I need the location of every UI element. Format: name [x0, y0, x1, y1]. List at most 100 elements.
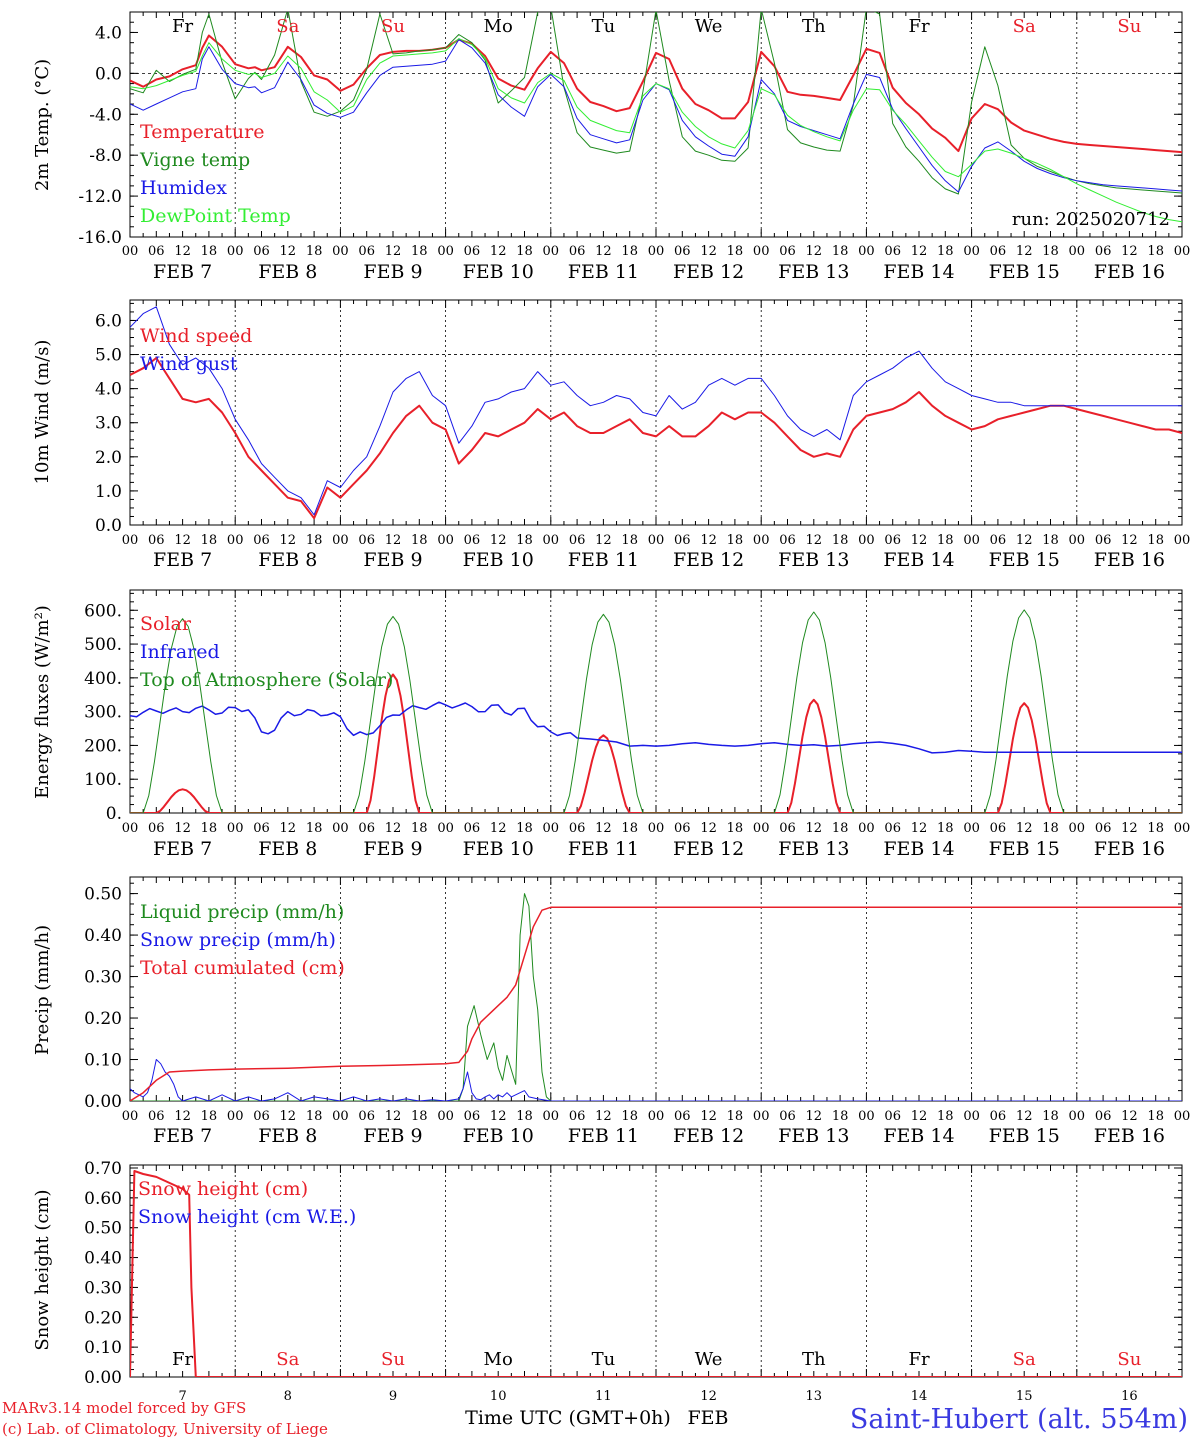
hour-tick-label: 12	[385, 1109, 402, 1124]
credit-line-1: MARv3.14 model forced by GFS	[2, 1399, 246, 1417]
x-axis-month: FEB	[687, 1407, 728, 1429]
date-label: FEB 13	[778, 549, 849, 571]
hour-tick-label: 00	[122, 244, 139, 259]
weekday-label: Mo	[484, 1349, 513, 1370]
hour-tick-label: 12	[1121, 244, 1138, 259]
hour-tick-label: 18	[516, 1109, 533, 1124]
date-label: FEB 13	[778, 261, 849, 283]
hour-tick-label: 06	[674, 244, 691, 259]
hour-tick-label: 06	[358, 1109, 375, 1124]
hour-tick-label: 00	[753, 533, 770, 548]
hour-tick-label: 00	[858, 821, 875, 836]
hour-tick-label: 12	[911, 1109, 928, 1124]
legend-entry: Solar	[140, 613, 192, 635]
hour-tick-label: 00	[227, 1109, 244, 1124]
legend-entry: Snow height (cm W.E.)	[138, 1206, 356, 1228]
hour-tick-label: 00	[437, 1109, 454, 1124]
weekday-label: Th	[802, 1349, 826, 1370]
day-number: 16	[1121, 1389, 1138, 1404]
y-axis-label: Energy fluxes (W/m²)	[32, 605, 53, 799]
hour-tick-label: 00	[648, 244, 665, 259]
y-tick-label: 200.	[84, 736, 122, 756]
weekday-label: Sa	[276, 1349, 299, 1370]
hour-tick-label: 18	[411, 244, 428, 259]
y-tick-label: 0.0	[95, 516, 122, 536]
date-label: FEB 10	[463, 1125, 534, 1147]
hour-tick-label: 00	[543, 244, 560, 259]
hour-tick-label: 18	[937, 533, 954, 548]
hour-tick-label: 00	[648, 821, 665, 836]
series-group	[130, 306, 1182, 520]
legend-entry: Wind gust	[140, 353, 238, 375]
hour-tick-label: 00	[1174, 821, 1191, 836]
legend-entry: Wind speed	[140, 325, 252, 347]
weekday-label: Su	[1117, 1349, 1141, 1370]
hour-tick-label: 06	[990, 1109, 1007, 1124]
hour-tick-label: 18	[832, 1109, 849, 1124]
hour-tick-label: 12	[700, 821, 717, 836]
hour-tick-label: 00	[227, 821, 244, 836]
hour-tick-label: 00	[122, 821, 139, 836]
date-label: FEB 15	[989, 549, 1060, 571]
weekday-label: Su	[381, 16, 405, 37]
hour-tick-label: 06	[569, 821, 586, 836]
date-label: FEB 16	[1094, 549, 1165, 571]
y-tick-label: 0.00	[84, 1368, 122, 1388]
hour-tick-label: 18	[621, 244, 638, 259]
series-line-infrared	[130, 701, 1182, 754]
hour-tick-label: 18	[727, 821, 744, 836]
hour-tick-label: 12	[490, 244, 507, 259]
hour-tick-label: 00	[122, 533, 139, 548]
date-label: FEB 8	[258, 1125, 317, 1147]
hour-tick-label: 06	[358, 821, 375, 836]
date-label: FEB 10	[463, 838, 534, 860]
y-tick-label: 0.0	[95, 64, 122, 84]
hour-tick-label: 12	[595, 533, 612, 548]
hour-tick-label: 00	[753, 1109, 770, 1124]
hour-tick-label: 12	[595, 244, 612, 259]
day-number: 11	[595, 1389, 612, 1404]
y-tick-label: -16.0	[78, 228, 122, 248]
series-line-wind-gust	[130, 306, 1182, 516]
date-label: FEB 11	[568, 1125, 639, 1147]
hour-tick-label: 12	[490, 1109, 507, 1124]
day-number: 14	[911, 1389, 928, 1404]
hour-tick-label: 12	[1016, 1109, 1033, 1124]
hour-tick-label: 06	[148, 244, 165, 259]
y-axis-label: 10m Wind (m/s)	[32, 340, 53, 485]
date-label: FEB 12	[673, 261, 744, 283]
weekday-label: Fr	[172, 16, 193, 37]
hour-tick-label: 18	[1042, 1109, 1059, 1124]
y-axis-label: Precip (mm/h)	[32, 925, 53, 1055]
date-label: FEB 9	[363, 838, 422, 860]
hour-tick-label: 06	[1095, 533, 1112, 548]
y-tick-label: -12.0	[78, 187, 122, 207]
hour-tick-label: 12	[174, 533, 191, 548]
hour-tick-label: 00	[437, 244, 454, 259]
hour-tick-label: 12	[595, 821, 612, 836]
hour-tick-label: 12	[806, 533, 823, 548]
run-annotation: run: 2025020712	[1012, 209, 1170, 230]
hour-tick-label: 12	[280, 533, 297, 548]
hour-tick-label: 18	[1042, 821, 1059, 836]
hour-tick-label: 06	[990, 821, 1007, 836]
y-tick-label: -4.0	[89, 105, 122, 125]
hour-tick-label: 18	[937, 244, 954, 259]
series-line-snow-precip-mm-h-	[130, 1059, 1182, 1101]
date-label: FEB 11	[568, 549, 639, 571]
series-line-temperature	[130, 34, 1182, 154]
panel-4: 0.70 0.60 0.50 0.40 0.30 0.20 0.10 0.00 Snow hei…	[32, 1159, 1183, 1404]
day-number: 13	[806, 1389, 823, 1404]
y-tick-label: 0.00	[84, 1092, 122, 1112]
hour-tick-label: 00	[858, 1109, 875, 1124]
hour-tick-label: 12	[1121, 533, 1138, 548]
hour-tick-label: 00	[1174, 1109, 1191, 1124]
hour-tick-label: 06	[884, 244, 901, 259]
y-tick-label: 500.	[84, 635, 122, 655]
hour-tick-label: 18	[411, 533, 428, 548]
hour-tick-label: 18	[727, 533, 744, 548]
date-label: FEB 14	[883, 261, 954, 283]
date-label: FEB 12	[673, 549, 744, 571]
hour-tick-label: 18	[306, 244, 323, 259]
weekday-label: Su	[1117, 16, 1141, 37]
